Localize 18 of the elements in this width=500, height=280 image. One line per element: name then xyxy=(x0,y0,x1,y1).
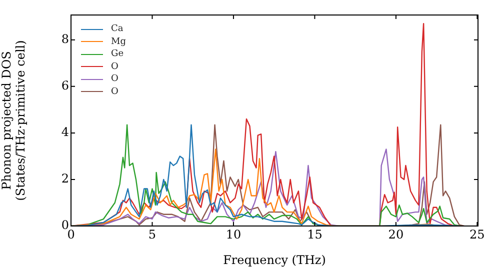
y-tick-label: 2 xyxy=(61,172,69,186)
legend-label: O xyxy=(111,60,118,73)
x-tick-label: 10 xyxy=(226,227,242,242)
legend-label: O xyxy=(111,73,118,86)
y-tick-label: 4 xyxy=(61,125,70,140)
legend-label: Mg xyxy=(111,36,126,48)
x-tick-label: 5 xyxy=(148,227,156,242)
legend-label: Ge xyxy=(111,48,124,60)
y-tick-label: 0 xyxy=(61,218,69,232)
y-tick-label: 8 xyxy=(61,32,69,46)
legend-label: O xyxy=(111,86,118,98)
legend-label: Ca xyxy=(111,23,124,36)
x-tick-label: 20 xyxy=(388,227,404,242)
x-tick-label: 15 xyxy=(307,227,322,242)
x-axis-title: Frequency (THz) xyxy=(223,252,326,267)
y-axis-title: Phonon projected DOS (States/THz·primitive cell) xyxy=(0,40,28,201)
y-tick-label: 6 xyxy=(61,78,69,93)
x-tick-label: 25 xyxy=(470,227,485,242)
